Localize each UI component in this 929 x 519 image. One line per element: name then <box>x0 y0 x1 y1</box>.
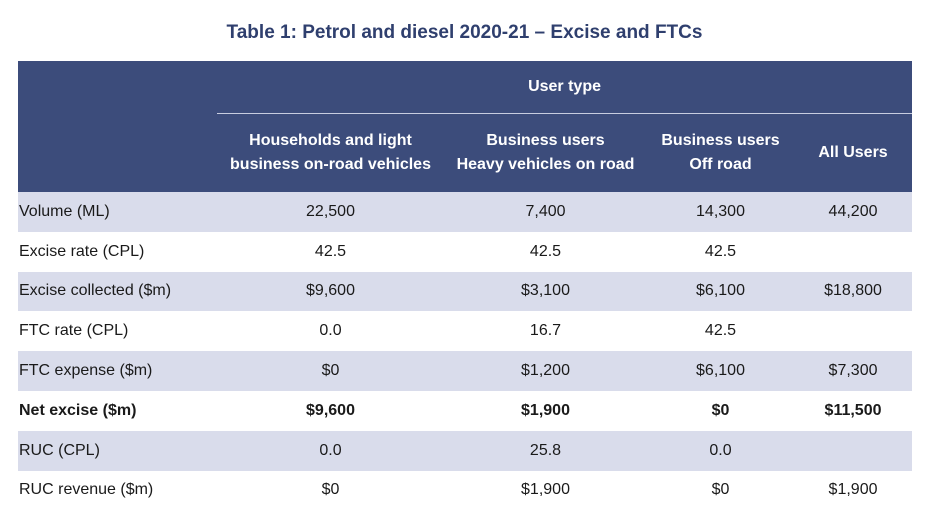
table-cell: $6,100 <box>647 271 794 312</box>
table-row-ftc-expense: FTC expense ($m) $0 $1,200 $6,100 $7,300 <box>18 351 913 391</box>
table-cell: $1,900 <box>521 481 570 499</box>
table-cell: 0.0 <box>647 430 794 471</box>
table-row-net-excise: Net excise ($m) $9,600 $1,900 $0 $11,500 <box>18 391 912 431</box>
table-cell: $1,900 <box>828 481 878 499</box>
column-header-all-users: All Users <box>794 113 913 192</box>
table-cell: $3,100 <box>444 271 647 312</box>
table-cell: $6,100 <box>647 351 794 391</box>
table-cell: 16.7 <box>529 322 562 340</box>
table-cell: $9,600 <box>306 401 355 419</box>
table-cell: $7,300 <box>794 351 913 391</box>
table-cell <box>794 232 912 272</box>
table-row-volume: Volume (ML) 22,500 7,400 14,300 44,200 <box>18 192 913 232</box>
header-corner <box>18 61 217 192</box>
table-cell: $0 <box>321 481 340 499</box>
row-label: Net excise ($m) <box>19 401 137 419</box>
table-row-ftc-rate: FTC rate (CPL) 0.0 16.7 42.5 <box>18 311 912 351</box>
table-cell: $18,800 <box>794 271 913 312</box>
row-label: Excise collected ($m) <box>18 271 217 312</box>
table-row-excise-collected: Excise collected ($m) $9,600 $3,100 $6,1… <box>18 271 913 312</box>
table-cell: $11,500 <box>824 401 882 419</box>
row-label: FTC rate (CPL) <box>19 322 129 340</box>
user-type-header: User type <box>217 61 913 114</box>
table-cell: 7,400 <box>444 192 647 232</box>
table-cell: 42.5 <box>704 322 737 340</box>
table-row-excise-rate: Excise rate (CPL) 42.5 42.5 42.5 <box>18 232 912 272</box>
table-cell <box>794 311 912 351</box>
column-header-off-road: Business users Off road <box>647 113 794 192</box>
row-label: Excise rate (CPL) <box>19 242 145 260</box>
row-label: FTC expense ($m) <box>18 351 217 391</box>
excise-table: User type Households and light business … <box>18 61 913 511</box>
table-cell: 0.0 <box>217 430 444 471</box>
table-cell: $0 <box>711 481 730 499</box>
column-header-heavy-vehicles: Business users Heavy vehicles on road <box>444 113 647 192</box>
table-title: Table 1: Petrol and diesel 2020-21 – Exc… <box>226 22 703 43</box>
table-cell <box>794 430 913 471</box>
row-label: RUC (CPL) <box>18 430 217 471</box>
table-cell: 42.5 <box>529 242 562 260</box>
table-cell: 25.8 <box>444 430 647 471</box>
table-cell: $0 <box>711 401 730 419</box>
table-cell: $1,200 <box>444 351 647 391</box>
table-cell: 22,500 <box>217 192 444 232</box>
table-cell: 42.5 <box>704 242 737 260</box>
table-cell: $9,600 <box>217 271 444 312</box>
table-row-ruc-rate: RUC (CPL) 0.0 25.8 0.0 <box>18 430 913 471</box>
column-header-households: Households and light business on-road ve… <box>217 113 444 192</box>
row-label: RUC revenue ($m) <box>19 481 154 499</box>
table-cell: 42.5 <box>314 242 347 260</box>
table-cell: 0.0 <box>319 322 342 340</box>
table-row-ruc-revenue: RUC revenue ($m) $0 $1,900 $0 $1,900 <box>18 471 912 511</box>
table-cell: $0 <box>217 351 444 391</box>
row-label: Volume (ML) <box>18 192 217 232</box>
table-cell: $1,900 <box>521 401 570 419</box>
table-cell: 14,300 <box>647 192 794 232</box>
table-cell: 44,200 <box>794 192 913 232</box>
